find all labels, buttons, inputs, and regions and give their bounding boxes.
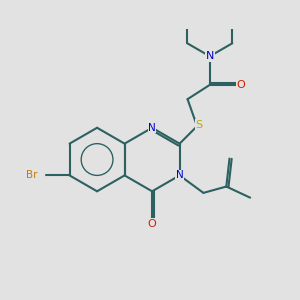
Text: N: N	[176, 170, 184, 180]
Text: N: N	[148, 123, 156, 133]
Text: Br: Br	[26, 170, 38, 180]
Text: N: N	[206, 51, 214, 61]
Text: S: S	[195, 120, 202, 130]
Text: O: O	[148, 219, 157, 229]
Text: O: O	[236, 80, 245, 90]
